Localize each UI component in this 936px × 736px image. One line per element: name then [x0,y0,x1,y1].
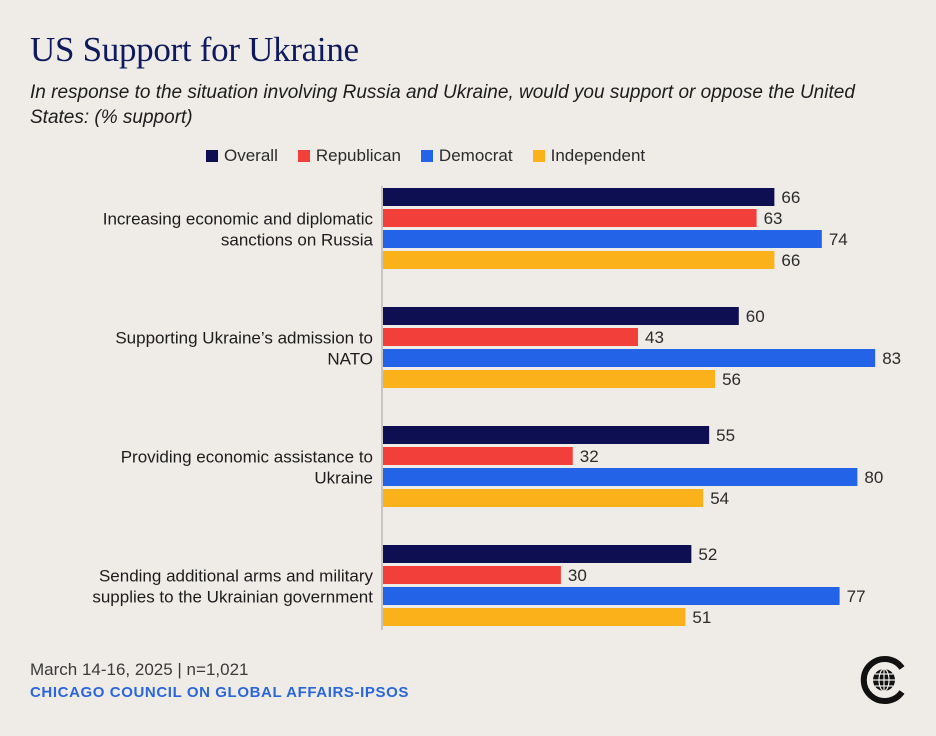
legend-label: Republican [315,146,401,165]
data-label: 54 [710,489,729,508]
data-label: 74 [829,230,848,249]
legend: Overall Republican Democrat Independent [206,146,665,166]
legend-label: Overall [224,146,278,165]
bar-overall [383,307,739,325]
category-label: Increasing economic and diplomatic [103,210,374,229]
bar-republican [383,328,638,346]
bar-independent [383,251,775,269]
data-label: 77 [847,587,866,606]
bar-democrat [383,230,822,248]
data-label: 56 [722,370,741,389]
bar-democrat [383,587,840,605]
data-label: 66 [781,251,800,270]
bar-democrat [383,468,858,486]
bar-independent [383,608,686,626]
bar-overall [383,188,775,206]
legend-item-independent: Independent [532,146,646,166]
legend-swatch [297,150,310,162]
category-label: Sending additional arms and military [99,567,374,586]
bar-chart: Increasing economic and diplomatic sancti… [92,186,901,630]
data-label: 43 [645,328,664,347]
legend-item-republican: Republican [297,146,401,166]
bar-republican [383,447,573,465]
bar-democrat [383,349,876,367]
data-label: 60 [746,307,765,326]
chicago-council-globe-logo-icon [860,656,905,704]
chart-subtitle: In response to the situation involving R… [30,82,855,128]
data-label: 80 [864,468,883,487]
legend-label: Independent [550,146,646,165]
legend-label: Democrat [438,146,513,165]
legend-swatch [532,150,545,162]
legend-swatch [206,150,218,162]
data-label: 83 [882,349,901,368]
category-label: NATO [327,350,373,369]
data-label: 51 [692,608,711,627]
data-label: 32 [580,447,599,466]
data-label: 66 [781,188,800,207]
source-label: CHICAGO COUNCIL ON GLOBAL AFFAIRS-IPSOS [30,684,409,701]
legend-swatch [420,150,433,162]
legend-item-democrat: Democrat [420,146,513,166]
data-label: 52 [698,545,717,564]
legend-item-overall: Overall [206,146,278,166]
bar-independent [383,370,716,388]
bar-republican [383,566,561,584]
bar-overall [383,426,710,444]
category-label: supplies to the Ukrainian government [92,588,373,607]
bar-independent [383,489,704,507]
data-label: 55 [716,426,735,445]
category-label: Supporting Ukraine’s admission to [115,329,373,348]
category-label: sanctions on Russia [221,231,374,250]
category-label: Ukraine [314,469,373,488]
bar-republican [383,209,757,227]
data-label: 63 [764,209,783,228]
chart-title: US Support for Ukraine [30,30,359,69]
bar-overall [383,545,692,563]
data-label: 30 [568,566,587,585]
survey-date-note: March 14-16, 2025 | n=1,021 [30,660,249,679]
category-label: Providing economic assistance to [121,448,373,467]
